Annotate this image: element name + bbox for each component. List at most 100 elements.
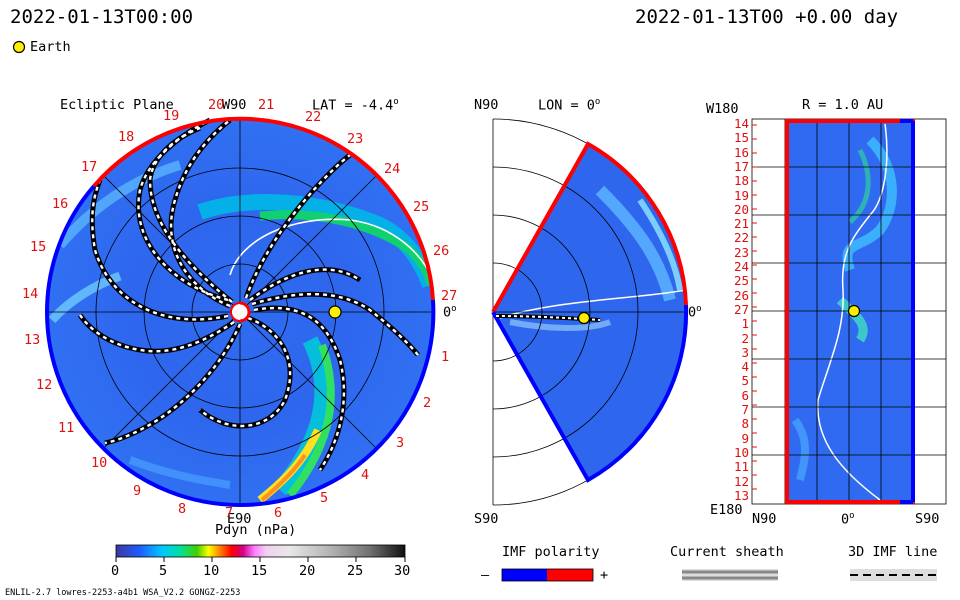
rotation-label: 17 bbox=[81, 159, 98, 175]
meridional-lon-label: LON = 0o bbox=[538, 97, 601, 114]
latlon-y-label: 8 bbox=[741, 416, 749, 432]
colorbar-title: Pdyn (nPa) bbox=[215, 522, 297, 538]
ecliptic-imf-lines bbox=[77, 117, 420, 472]
latlon-y-label: 21 bbox=[733, 216, 749, 232]
rotation-label: 14 bbox=[22, 286, 39, 302]
rotation-label: 13 bbox=[24, 332, 41, 348]
latlon-bottom-left-label: E180 bbox=[710, 502, 743, 518]
latlon-y-label: 25 bbox=[733, 273, 749, 289]
latlon-title: R = 1.0 AU bbox=[802, 97, 884, 113]
rotation-label: 8 bbox=[178, 501, 187, 517]
latlon-x-label: S90 bbox=[915, 511, 940, 527]
latlon-y-label: 15 bbox=[733, 130, 749, 146]
latlon-y-label: 5 bbox=[741, 373, 749, 389]
ecliptic-lat-label: LAT = -4.4o bbox=[312, 97, 399, 114]
latlon-y-label: 11 bbox=[733, 459, 749, 475]
rotation-label: 1 bbox=[441, 349, 450, 365]
rotation-label: 21 bbox=[258, 97, 275, 113]
colorbar-tick: 30 bbox=[394, 563, 411, 579]
latlon-y-label: 9 bbox=[741, 430, 749, 446]
colorbar-tick: 10 bbox=[203, 563, 220, 579]
rotation-label: 12 bbox=[36, 377, 53, 393]
latlon-top-left-label: W180 bbox=[706, 101, 739, 117]
imf-polarity-legend bbox=[501, 568, 594, 582]
latlon-y-label: 1 bbox=[741, 316, 749, 332]
rotation-label: 4 bbox=[361, 467, 370, 483]
latlon-y-label: 14 bbox=[733, 116, 749, 131]
latlon-y-label: 7 bbox=[741, 402, 749, 417]
rotation-label: 22 bbox=[305, 109, 322, 125]
rotation-label: 19 bbox=[163, 108, 180, 124]
colorbar-tick: 5 bbox=[159, 563, 168, 579]
colorbar-tick: 20 bbox=[299, 563, 316, 579]
latlon-y-label: 6 bbox=[741, 387, 749, 403]
latlon-y-label: 12 bbox=[733, 473, 749, 489]
latlon-y-label: 10 bbox=[733, 444, 749, 460]
rotation-label: 7 bbox=[225, 505, 234, 521]
colorbar-tick: 25 bbox=[347, 563, 364, 579]
rotation-label: 2 bbox=[423, 395, 432, 411]
current-sheath-legend bbox=[682, 569, 778, 581]
meridional-right-label: 0o bbox=[688, 304, 702, 321]
rotation-label: 10 bbox=[91, 455, 108, 471]
earth-marker-latlon bbox=[847, 304, 861, 318]
colorbar-gradient bbox=[115, 544, 406, 558]
footer-run-info: ENLIL-2.7 lowres-2253-a4b1 WSA_V2.2 GONG… bbox=[5, 588, 241, 598]
latlon-y-label: 16 bbox=[733, 144, 749, 160]
latlon-y-label: 24 bbox=[733, 259, 749, 274]
rotation-label: 18 bbox=[118, 129, 135, 145]
latlon-y-label: 18 bbox=[733, 173, 749, 189]
rotation-label: 15 bbox=[30, 239, 47, 255]
rotation-label: 26 bbox=[433, 243, 450, 259]
imf-minus-label: – bbox=[481, 567, 490, 583]
latlon-y-label: 3 bbox=[741, 344, 749, 360]
time-left: 2022-01-13T00:00 bbox=[10, 6, 194, 28]
rotation-label: 24 bbox=[384, 161, 401, 177]
latlon-y-label: 27 bbox=[733, 301, 749, 317]
imf3d-legend bbox=[850, 569, 937, 581]
current-sheath-title: Current sheath bbox=[670, 544, 784, 560]
rotation-label: 5 bbox=[320, 490, 329, 506]
meridional-top-label: N90 bbox=[474, 97, 499, 113]
latlon-panel bbox=[751, 118, 947, 505]
ecliptic-right-label: 0o bbox=[443, 304, 457, 321]
ecliptic-rim-positive bbox=[92, 116, 435, 301]
ecliptic-rim-negative bbox=[44, 184, 436, 508]
earth-marker-meridional bbox=[577, 311, 591, 325]
ecliptic-top-label: W90 bbox=[222, 97, 247, 113]
legend-earth-label: Earth bbox=[30, 39, 71, 55]
latlon-x-label: 0o bbox=[841, 511, 855, 528]
rotation-label: 27 bbox=[441, 288, 458, 304]
rotation-label: 16 bbox=[52, 196, 69, 212]
colorbar bbox=[115, 544, 406, 562]
ecliptic-title: Ecliptic Plane bbox=[60, 97, 174, 113]
legend-earth-marker bbox=[12, 40, 26, 54]
rotation-label: 20 bbox=[208, 97, 225, 113]
latlon-y-label: 23 bbox=[733, 244, 749, 260]
latlon-y-label: 19 bbox=[733, 187, 749, 203]
latlon-y-label: 2 bbox=[741, 330, 749, 346]
latlon-y-label: 13 bbox=[733, 487, 749, 503]
rotation-label: 9 bbox=[133, 483, 142, 499]
imf-plus-label: + bbox=[600, 567, 609, 583]
latlon-x-label: N90 bbox=[752, 511, 777, 527]
ecliptic-structures bbox=[48, 160, 433, 504]
ecliptic-plane-panel bbox=[44, 116, 436, 508]
time-right: 2022-01-13T00 +0.00 day bbox=[635, 6, 899, 28]
latlon-y-label: 22 bbox=[733, 230, 749, 246]
latlon-y-label: 20 bbox=[733, 201, 749, 217]
rotation-label: 6 bbox=[274, 505, 283, 521]
meridional-bottom-label: S90 bbox=[474, 511, 499, 527]
rotation-label: 11 bbox=[58, 420, 75, 436]
rotation-label: 3 bbox=[396, 435, 405, 451]
ecliptic-bottom-label: E90 bbox=[227, 511, 252, 527]
imf-polarity-title: IMF polarity bbox=[502, 544, 600, 560]
rotation-label: 23 bbox=[347, 131, 364, 147]
colorbar-tick: 15 bbox=[251, 563, 268, 579]
earth-marker-ecliptic bbox=[328, 305, 342, 319]
imf3d-title: 3D IMF line bbox=[848, 544, 938, 560]
rotation-label: 25 bbox=[413, 199, 430, 215]
colorbar-tick: 0 bbox=[111, 563, 120, 579]
meridional-panel bbox=[491, 118, 689, 506]
